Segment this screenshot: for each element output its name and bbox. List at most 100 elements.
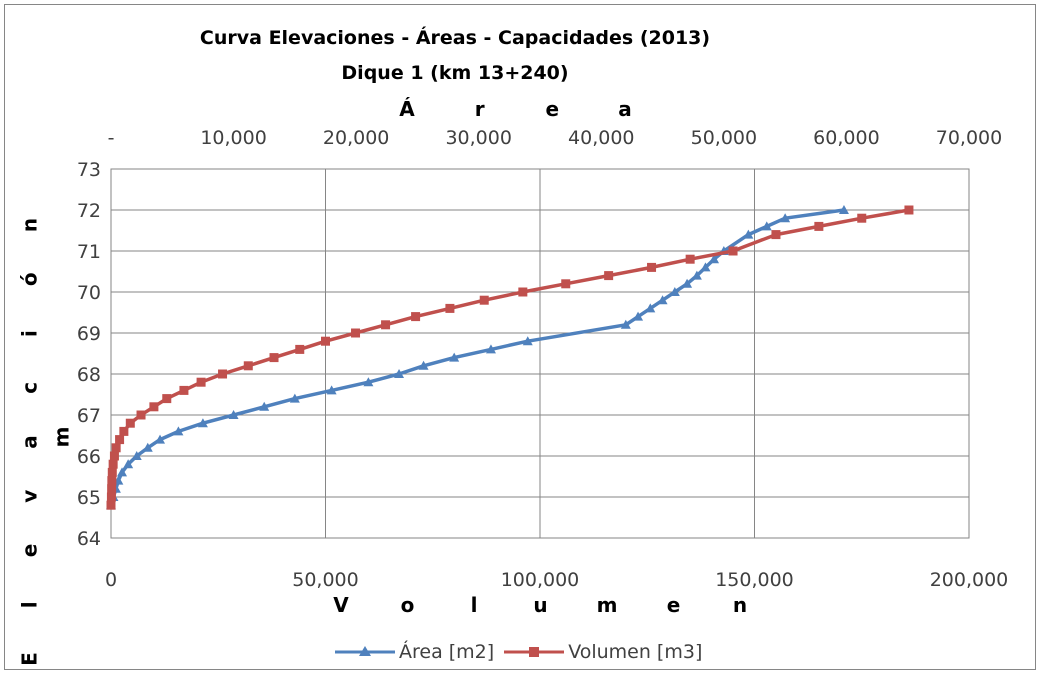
data-point-area — [363, 377, 374, 387]
data-point-area — [449, 352, 460, 362]
data-point-volumen — [604, 271, 614, 281]
plot-area-border — [110, 168, 970, 539]
x-top-tick-label: - — [108, 127, 115, 149]
data-point-area — [394, 369, 405, 378]
legend-label-volumen: Volumen [m3] — [568, 641, 703, 663]
x-top-axis-title-letter: e — [546, 97, 560, 121]
data-point-area — [669, 287, 680, 296]
data-point-volumen — [162, 394, 172, 404]
data-point-area — [142, 442, 153, 452]
data-point-volumen — [771, 230, 781, 240]
data-point-area — [700, 262, 711, 272]
data-point-volumen — [107, 484, 117, 494]
x-top-axis-title-letter: a — [618, 97, 632, 121]
data-point-volumen — [218, 369, 228, 379]
x-bottom-tick-label: 50,000 — [292, 569, 358, 591]
x-top-tick-label: 70,000 — [936, 127, 1002, 149]
data-point-area — [123, 459, 134, 469]
y-tick-label: 65 — [77, 487, 101, 509]
y-axis-title-letter: E — [18, 652, 42, 666]
y-tick-label: 73 — [77, 159, 101, 181]
data-point-volumen — [149, 402, 159, 412]
data-point-area — [838, 205, 849, 214]
data-point-area — [173, 426, 184, 436]
x-bottom-tick-label: 0 — [105, 569, 117, 591]
y-tick-label: 68 — [77, 364, 101, 386]
data-point-area — [620, 319, 631, 329]
legend-item-volumen: Volumen [m3] — [504, 641, 702, 663]
x-bottom-axis-title-letter: u — [533, 593, 547, 617]
y-axis-title-letter: c — [18, 382, 42, 394]
data-point-area — [485, 344, 496, 354]
data-point-volumen — [728, 246, 738, 256]
y-axis-title-letter: v — [18, 490, 42, 503]
data-point-volumen — [106, 500, 116, 510]
data-point-volumen — [857, 213, 867, 223]
data-point-volumen — [119, 426, 129, 436]
data-point-area — [228, 410, 239, 419]
data-point-volumen — [269, 353, 279, 363]
data-point-area — [259, 401, 270, 411]
x-top-tick-label: 20,000 — [323, 127, 389, 149]
data-point-area — [691, 270, 702, 280]
legend-item-area: Área [m2] — [335, 641, 494, 663]
data-point-volumen — [109, 451, 119, 461]
data-point-volumen — [111, 443, 121, 453]
chart-plot: 64 65 66 67 68 69 70 71 72 73 0 50,000 100,000 150,00… — [18, 97, 1009, 666]
x-top-axis-title-letter: r — [475, 97, 485, 121]
data-point-area — [522, 336, 533, 346]
data-point-volumen — [179, 385, 189, 395]
x-bottom-axis-title-letter: e — [667, 593, 681, 617]
data-point-volumen — [814, 221, 824, 231]
data-point-volumen — [904, 205, 914, 215]
x-top-axis-title-letter: Á — [399, 97, 415, 121]
data-point-volumen — [411, 312, 421, 322]
data-point-area — [780, 213, 791, 223]
legend-label-area: Área [m2] — [399, 641, 495, 663]
data-point-volumen — [196, 377, 206, 387]
series-line-1 — [109, 208, 910, 506]
data-point-volumen — [647, 262, 657, 272]
data-point-area — [197, 418, 208, 428]
data-point-volumen — [106, 492, 116, 502]
data-point-area — [645, 303, 656, 313]
data-point-volumen — [445, 303, 455, 313]
y-axis-unit: m — [50, 427, 74, 448]
x-top-tick-label: 50,000 — [691, 127, 757, 149]
data-point-volumen — [243, 361, 253, 371]
y-tick-label: 69 — [77, 323, 101, 345]
data-point-area — [657, 295, 668, 305]
chart-frame: Curva Elevaciones - Áreas - Capacidades … — [4, 4, 1036, 670]
data-point-volumen — [125, 418, 135, 428]
x-top-tick-label: 40,000 — [568, 127, 634, 149]
x-bottom-axis-title-letter: V — [333, 593, 349, 617]
data-point-area — [131, 451, 142, 460]
y-tick-label: 67 — [77, 405, 101, 427]
data-point-volumen — [295, 344, 305, 354]
x-top-tick-label: 60,000 — [813, 127, 879, 149]
y-axis-title-letter: l — [18, 601, 42, 608]
data-point-area — [633, 311, 644, 321]
data-point-area — [709, 254, 720, 264]
data-point-area — [117, 467, 128, 477]
data-point-volumen — [685, 254, 695, 264]
data-point-volumen — [321, 336, 330, 346]
data-point-area — [418, 360, 429, 370]
y-axis-title-letter: n — [18, 218, 42, 232]
chart-title: Curva Elevaciones - Áreas - Capacidades … — [199, 27, 711, 49]
data-point-volumen — [108, 459, 118, 469]
data-point-volumen — [107, 476, 117, 486]
data-point-area — [682, 278, 693, 288]
data-point-volumen — [115, 435, 125, 445]
data-point-volumen — [381, 320, 391, 330]
chart-subtitle: Dique 1 (km 13+240) — [341, 62, 569, 84]
x-bottom-axis-title-letter: m — [597, 593, 618, 617]
x-bottom-axis-title-letter: n — [733, 593, 747, 617]
y-axis-title-letter: ó — [18, 272, 42, 286]
data-point-area — [761, 221, 772, 231]
legend: Área [m2] Volumen [m3] — [335, 639, 702, 665]
y-tick-label: 64 — [77, 528, 101, 550]
x-top-tick-label: 30,000 — [445, 127, 511, 149]
data-point-volumen — [518, 287, 528, 297]
data-point-area — [289, 393, 300, 403]
